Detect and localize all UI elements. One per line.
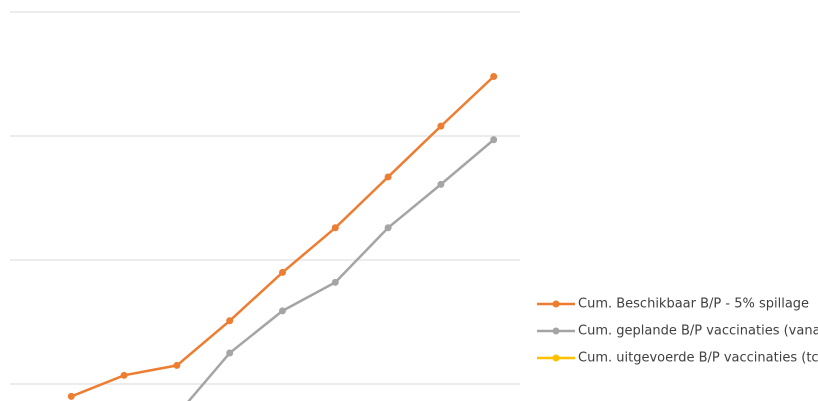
series-line [187,138,495,401]
marker [120,371,128,379]
marker [490,136,498,144]
legend: Cum. Beschikbaar B/P - 5% spillage Cum. g… [537,297,818,366]
marker [279,268,286,276]
marker [331,278,339,286]
marker [490,73,498,81]
series-line [70,75,495,398]
marker [437,180,445,188]
marker [331,224,339,232]
marker [384,224,392,232]
marker [279,307,286,315]
marker [226,317,234,325]
marker [67,392,75,400]
marker [173,361,181,369]
legend-label: Cum. Beschikbaar B/P - 5% spillage [578,297,809,312]
legend-marker [552,327,560,335]
legend-marker [552,300,560,308]
plot-area [67,73,498,401]
legend-marker [552,354,560,362]
marker [437,122,445,130]
legend-label: Cum. geplande B/P vaccinaties (vana [578,324,818,339]
marker [226,349,234,357]
marker [384,173,392,181]
legend-label: Cum. uitgevoerde B/P vaccinaties (tc [578,351,818,366]
grid [10,11,520,385]
